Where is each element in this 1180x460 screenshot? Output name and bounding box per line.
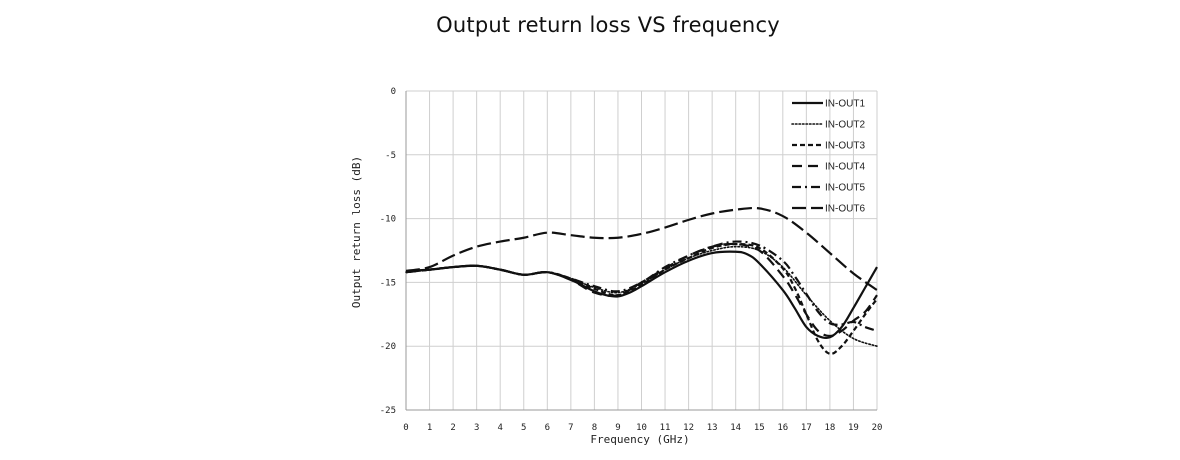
y-tick-label: -20 xyxy=(380,342,396,352)
x-tick-label: 0 xyxy=(403,423,408,433)
x-tick-label: 4 xyxy=(497,423,502,433)
legend-label: IN-OUT3 xyxy=(825,141,865,152)
series-lines xyxy=(405,206,878,356)
x-tick-label: 6 xyxy=(545,423,550,433)
chart-title: Output return loss VS frequency xyxy=(436,13,780,37)
legend-label: IN-OUT6 xyxy=(825,204,865,215)
legend-label: IN-OUT1 xyxy=(825,99,865,110)
x-tick-label: 3 xyxy=(474,423,479,433)
series-line-in-out3 xyxy=(405,243,878,356)
y-tick-label: -5 xyxy=(385,151,396,161)
x-tick-label: 12 xyxy=(683,423,694,433)
x-tick-label: 11 xyxy=(660,423,671,433)
series-line-in-out4 xyxy=(405,242,878,338)
series-line-in-out5 xyxy=(405,240,878,332)
y-tick-label: -25 xyxy=(380,406,396,416)
legend-label: IN-OUT5 xyxy=(825,183,865,194)
legend: IN-OUT1 IN-OUT2 IN-OUT3 IN-OUT4 IN-OUT5 IN-OU… xyxy=(791,99,865,215)
x-tick-label: 17 xyxy=(801,423,812,433)
y-tick-labels: 0 -5 -10 -15 -20 -25 xyxy=(380,87,396,416)
x-tick-label: 2 xyxy=(450,423,455,433)
y-axis-label: Output return loss (dB) xyxy=(350,156,363,308)
x-tick-label: 14 xyxy=(730,423,741,433)
x-tick-labels: 0 1 2 3 4 5 6 7 8 9 10 11 12 13 14 15 16 17 18 19 20 xyxy=(403,423,882,433)
series-line-in-out6 xyxy=(405,206,878,291)
x-axis-label: Frequency (GHz) xyxy=(590,433,689,446)
x-tick-label: 13 xyxy=(707,423,718,433)
x-tick-label: 18 xyxy=(824,423,835,433)
legend-label: IN-OUT2 xyxy=(825,120,865,131)
y-tick-label: -10 xyxy=(380,215,396,225)
x-tick-label: 5 xyxy=(521,423,526,433)
y-tick-label: -15 xyxy=(380,278,396,288)
grid xyxy=(406,90,878,410)
x-tick-label: 8 xyxy=(592,423,597,433)
x-tick-label: 7 xyxy=(568,423,573,433)
x-tick-label: 15 xyxy=(754,423,765,433)
y-tick-label: 0 xyxy=(391,87,396,97)
x-tick-label: 10 xyxy=(636,423,647,433)
x-tick-label: 20 xyxy=(872,423,883,433)
x-tick-label: 16 xyxy=(777,423,788,433)
axes xyxy=(405,91,877,411)
legend-label: IN-OUT4 xyxy=(825,162,865,173)
x-tick-label: 1 xyxy=(427,423,432,433)
x-tick-label: 9 xyxy=(615,423,620,433)
x-tick-label: 19 xyxy=(848,423,859,433)
